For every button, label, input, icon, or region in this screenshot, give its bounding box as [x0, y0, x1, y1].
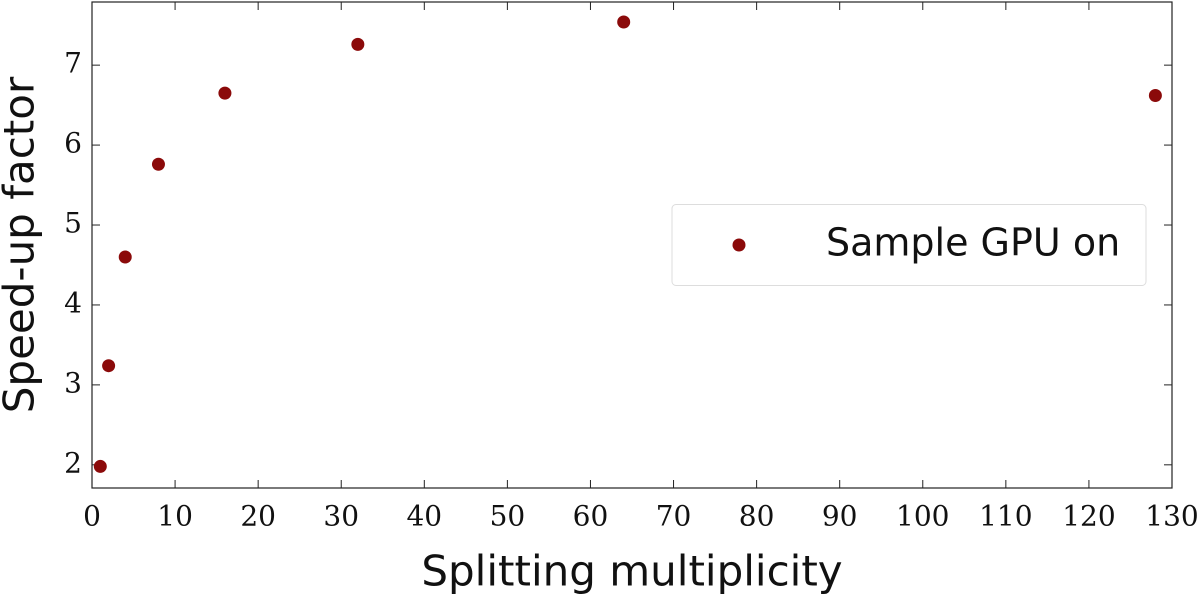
point	[351, 37, 365, 51]
x-tick-label: 60	[573, 500, 609, 533]
plot-frame	[91, 1, 1173, 489]
x-tick-label: 120	[1062, 500, 1115, 533]
x-tick-label: 0	[83, 500, 101, 533]
x-tick-label: 70	[656, 500, 692, 533]
legend-label: Sample GPU on	[826, 221, 1120, 265]
x-tick-label: 40	[406, 500, 442, 533]
y-tick-label: 7	[64, 47, 82, 80]
x-tick-label: 50	[490, 500, 526, 533]
y-tick-label: 5	[64, 207, 82, 240]
x-axis-label: Splitting multiplicity	[421, 547, 842, 596]
point	[93, 459, 107, 473]
legend-marker	[732, 238, 746, 252]
legend-box	[671, 204, 1147, 286]
x-tick-label: 30	[323, 500, 359, 533]
point	[118, 250, 132, 264]
point	[218, 86, 232, 100]
x-tick-label: 130	[1145, 500, 1198, 533]
x-tick-label: 10	[157, 500, 193, 533]
point	[151, 157, 165, 171]
y-axis-label: Speed-up factor	[0, 76, 44, 413]
y-tick-label: 3	[64, 366, 82, 399]
point	[1148, 89, 1162, 103]
x-tick-label: 90	[822, 500, 858, 533]
x-tick-label: 20	[240, 500, 276, 533]
x-tick-label: 80	[739, 500, 775, 533]
y-tick-label: 6	[64, 127, 82, 160]
point	[617, 15, 631, 29]
x-tick-label: 110	[979, 500, 1032, 533]
y-tick-label: 2	[64, 446, 82, 479]
y-tick-label: 4	[64, 286, 82, 319]
point	[102, 359, 116, 373]
x-tick-label: 100	[896, 500, 949, 533]
